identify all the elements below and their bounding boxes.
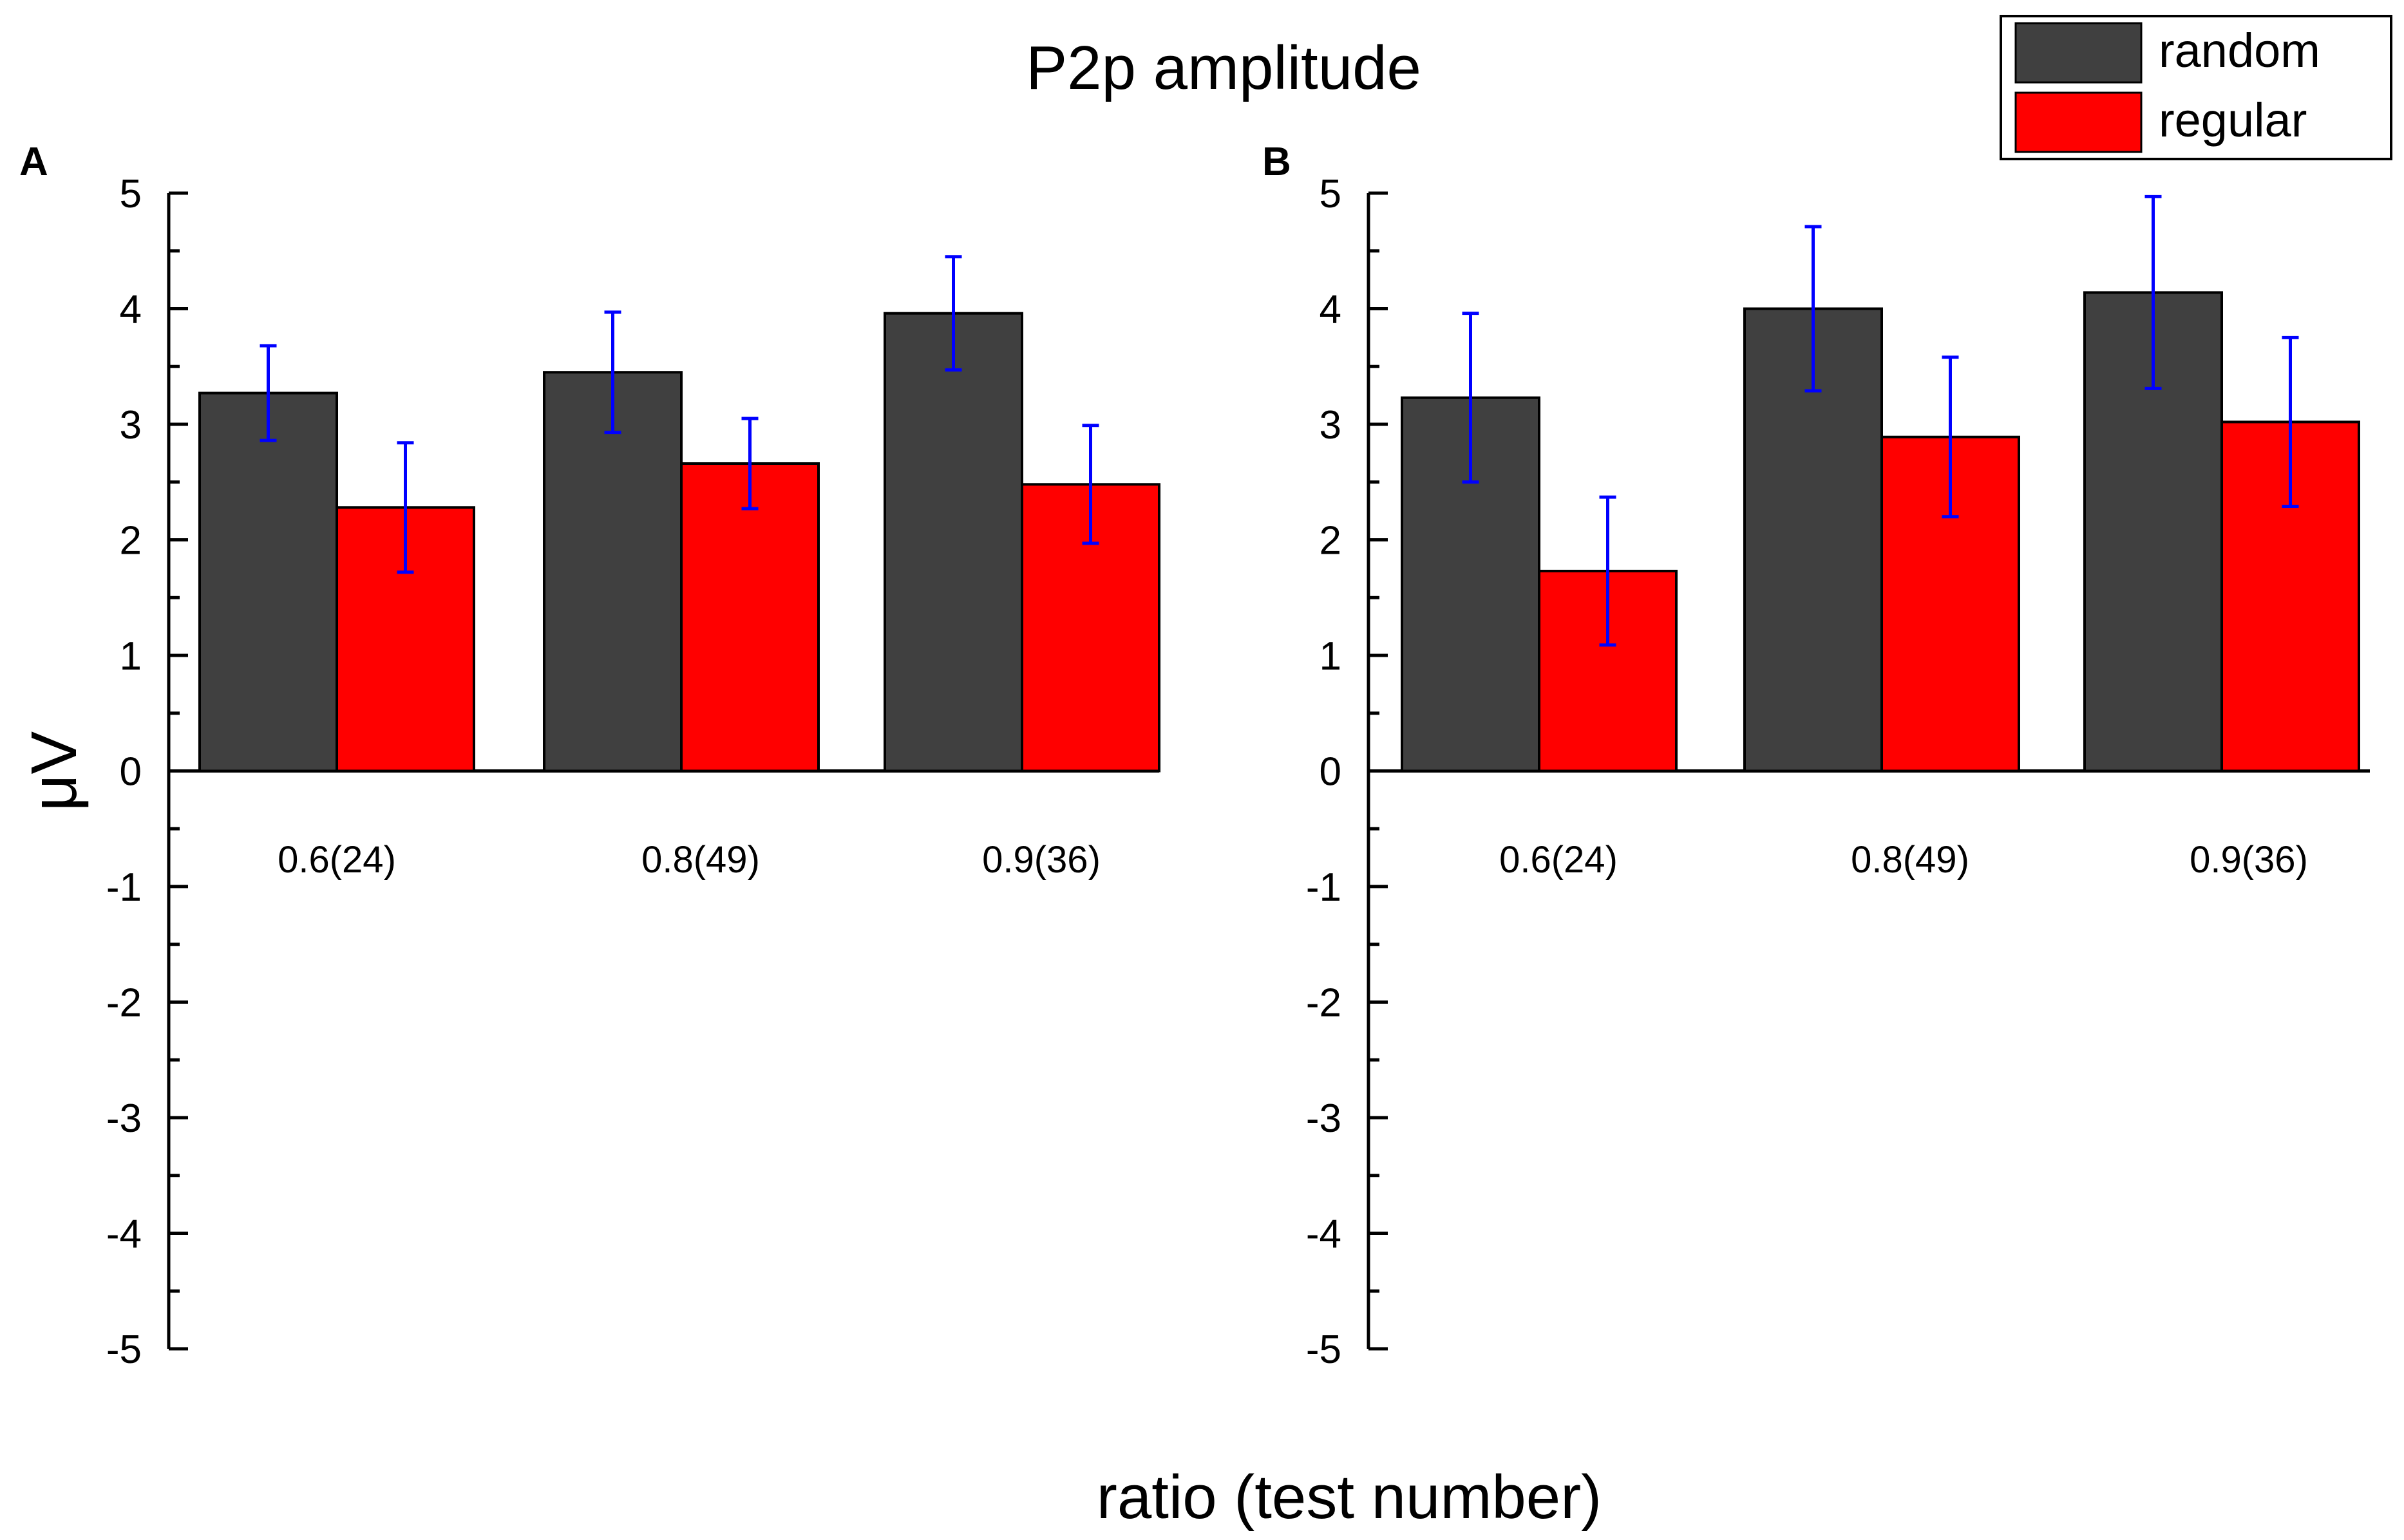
legend-swatch-random [2014,22,2143,84]
pa-category-label: 0.9(36) [982,839,1101,881]
pb-y-tick-label: -2 [1306,981,1341,1026]
pa-y-tick-label: -3 [106,1096,142,1141]
pa-y-tick-label: 2 [120,519,142,563]
pb-y-tick-label: 4 [1320,288,1341,332]
legend-swatch-regular [2014,91,2143,153]
pb-y-tick-label: -1 [1306,865,1341,910]
panel-a-label: A [19,140,48,184]
pa-y-tick-label: -2 [106,981,142,1026]
pa-y-tick-label: -5 [106,1328,142,1372]
pb-y-tick-label: -4 [1306,1212,1341,1257]
panel-b-label: B [1262,140,1291,184]
pb-category-label: 0.6(24) [1499,839,1618,881]
pb-category-label: 0.9(36) [2190,839,2308,881]
pb-y-tick-label: 2 [1320,519,1341,563]
chart-title: P2p amplitude [1026,33,1421,102]
pb-y-tick-label: -3 [1306,1096,1341,1141]
pb-y-tick-label: 5 [1320,172,1341,216]
pa-category-label: 0.6(24) [278,839,396,881]
pb-y-tick-label: -5 [1306,1328,1341,1372]
pb-y-tick-label: 3 [1320,403,1341,447]
x-axis-label: ratio (test number) [1097,1463,1602,1532]
pa-y-tick-label: 3 [120,403,142,447]
pa-y-tick-label: 5 [120,172,142,216]
pb-y-tick-label: 1 [1320,634,1341,679]
pa-y-tick-label: 0 [120,750,142,794]
panel-a: A 5 4 3 2 1 0 -1 -2 -3 -4 -5 0.6(24) 0.8(49) 0.9(36) [19,140,1160,1372]
pa-y-tick-label: 1 [120,634,142,679]
pb-category-label: 0.8(49) [1851,839,1969,881]
pa-y-tick-label: -1 [106,865,142,910]
pa-y-tick-label: -4 [106,1212,142,1257]
legend: random regular [2000,15,2392,160]
pb-y-tick-label: 0 [1320,750,1341,794]
pa-y-tick-label: 4 [120,288,142,332]
y-axis-label: μV [18,731,90,812]
panel-b: B 5 4 3 2 1 0 -1 -2 -3 -4 -5 0.6(24) 0.8(49) 0.9(36) [1262,140,2370,1372]
legend-label-random: random [2159,24,2320,77]
legend-label-regular: regular [2159,93,2307,147]
pa-bar-regular [680,462,820,773]
pa-bar-random [543,371,683,773]
pa-bar-random [884,312,1023,773]
pa-bar-random [198,391,338,773]
pa-category-label: 0.8(49) [641,839,760,881]
